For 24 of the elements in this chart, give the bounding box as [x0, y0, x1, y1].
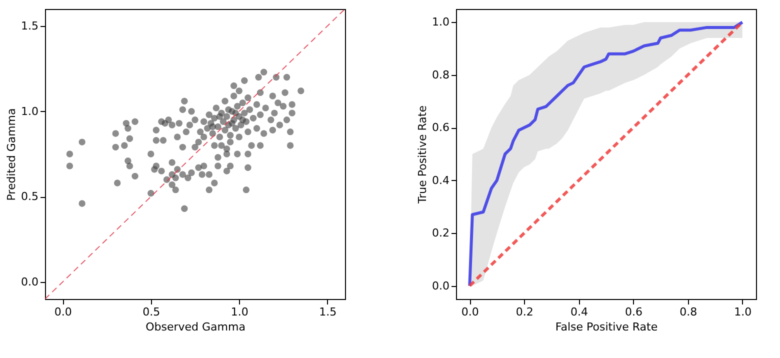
x-tick-label: 0.4 — [570, 306, 588, 318]
x-axis-title: False Positive Rate — [555, 320, 658, 334]
y-tick-label: 0.4 — [432, 174, 450, 187]
x-axis-title: Observed Gamma — [146, 320, 246, 334]
y-tick-label: 1.0 — [432, 16, 450, 29]
y-tick-label: 0.6 — [432, 121, 450, 134]
x-tick-label: 1.0 — [230, 306, 248, 318]
y-axis-title: True Positive Rate — [416, 105, 430, 204]
x-tick-label: 0.2 — [516, 306, 534, 318]
x-tick-label: 1.0 — [734, 306, 752, 318]
y-tick-label: 0.2 — [432, 226, 450, 240]
y-tick-label: 0.0 — [432, 279, 450, 292]
y-axis-title: Predited Gamma — [5, 108, 18, 201]
x-tick-label: 0.6 — [625, 306, 643, 318]
x-tick-label: 0.0 — [461, 306, 479, 318]
y-tick-label: 1.0 — [21, 104, 38, 118]
y-tick-label: 0.5 — [21, 190, 38, 204]
y-tick-label: 0.0 — [21, 275, 38, 288]
x-tick-label: 0.8 — [680, 306, 698, 318]
x-tick-label: 0.5 — [142, 306, 160, 318]
y-tick-label: 1.5 — [21, 20, 38, 33]
y-tick-label: 0.8 — [432, 68, 450, 82]
x-tick-label: 1.5 — [319, 306, 337, 318]
x-tick-label: 0.0 — [54, 306, 72, 318]
